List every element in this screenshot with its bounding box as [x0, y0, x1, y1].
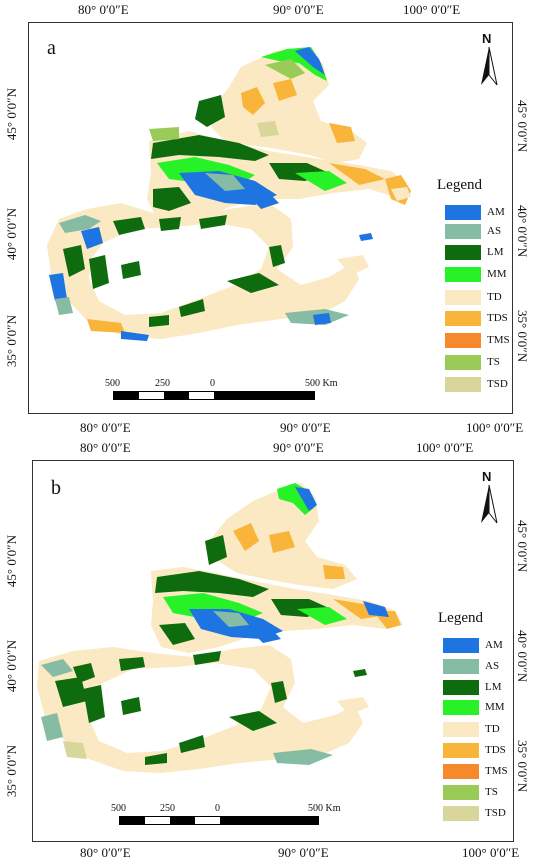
legend-item-tms-b: TMS — [443, 763, 508, 779]
lon-label-80-bottom-a: 80° 0′0″E — [80, 420, 131, 435]
legend-item-tms-a: TMS — [445, 332, 510, 348]
legend-item-as-b: AS — [443, 658, 499, 674]
scale-label-0-a: 0 — [210, 378, 215, 389]
xinjiang-vegetation-map-b — [37, 483, 403, 773]
scale-label-500-a: 500 — [105, 378, 120, 389]
scale-label-500km-a: 500 Km — [305, 378, 338, 389]
lon-label-100-top-b: 100° 0′0″E — [416, 440, 474, 455]
legend-swatch — [443, 637, 479, 653]
legend-swatch — [445, 289, 481, 305]
legend-item-td-b: TD — [443, 721, 500, 737]
scale-bar-a — [113, 391, 315, 400]
legend-swatch — [445, 223, 481, 239]
legend-item-lm-b: LM — [443, 679, 502, 695]
lat-label-40-right-a: 40° 0′0″N — [515, 205, 530, 258]
legend-item-as-a: AS — [445, 223, 501, 239]
lat-label-40-right-b: 40° 0′0″N — [515, 630, 530, 683]
scale-label-500km-b: 500 Km — [308, 803, 341, 814]
legend-item-tds-b: TDS — [443, 742, 506, 758]
scale-label-250-b: 250 — [160, 803, 175, 814]
legend-swatch — [445, 204, 481, 220]
north-label-b: N — [482, 469, 492, 484]
legend-swatch — [443, 805, 479, 821]
legend-item-am-b: AM — [443, 637, 503, 653]
legend-swatch — [445, 310, 481, 326]
legend-swatch — [445, 354, 481, 370]
panel-label-b: b — [51, 477, 61, 499]
lon-label-100-top-a: 100° 0′0″E — [403, 2, 461, 17]
lat-label-45-left-a: 45° 0′0″N — [4, 88, 19, 141]
legend-item-ts-b: TS — [443, 784, 498, 800]
legend-swatch — [443, 721, 479, 737]
lat-label-35-right-a: 35° 0′0″N — [515, 310, 530, 363]
legend-item-tds-a: TDS — [445, 310, 508, 326]
lon-label-80-top-a: 80° 0′0″E — [78, 2, 129, 17]
legend-swatch — [445, 266, 481, 282]
lon-label-90-top-a: 90° 0′0″E — [273, 2, 324, 17]
lat-label-45-right-a: 45° 0′0″N — [515, 100, 530, 153]
lon-label-80-top-b: 80° 0′0″E — [80, 440, 131, 455]
legend-item-mm-b: MM — [443, 699, 505, 715]
legend-title-b: Legend — [438, 610, 483, 626]
legend-swatch — [445, 332, 481, 348]
lat-label-35-left-a: 35° 0′0″N — [4, 315, 19, 368]
north-label-a: N — [482, 31, 492, 46]
lat-label-35-right-b: 35° 0′0″N — [515, 740, 530, 793]
legend-item-lm-a: LM — [445, 244, 504, 260]
map-frame-b: b — [32, 460, 514, 842]
legend-title-a: Legend — [437, 177, 482, 193]
legend-item-mm-a: MM — [445, 266, 507, 282]
panel-label-a: a — [47, 37, 56, 59]
north-arrow-icon-b — [481, 484, 498, 524]
north-arrow-icon-a — [481, 46, 498, 86]
lat-label-35-left-b: 35° 0′0″N — [4, 745, 19, 798]
lat-label-45-right-b: 45° 0′0″N — [515, 520, 530, 573]
lat-label-40-left-b: 40° 0′0″N — [4, 640, 19, 693]
map-frame-a: a — [28, 22, 513, 414]
lon-label-80-bottom-b: 80° 0′0″E — [80, 845, 131, 860]
legend-item-tsd-b: TSD — [443, 805, 506, 821]
legend-item-tsd-a: TSD — [445, 376, 508, 392]
lon-label-100-bottom-a: 100° 0′0″E — [466, 420, 524, 435]
lat-label-40-left-a: 40° 0′0″N — [4, 208, 19, 261]
xinjiang-vegetation-map-a — [47, 47, 411, 341]
legend-swatch — [443, 679, 479, 695]
lon-label-90-top-b: 90° 0′0″E — [273, 440, 324, 455]
lon-label-90-bottom-b: 90° 0′0″E — [278, 845, 329, 860]
lon-label-100-bottom-b: 100° 0′0″E — [462, 845, 520, 860]
scale-label-0-b: 0 — [215, 803, 220, 814]
legend-item-ts-a: TS — [445, 354, 500, 370]
legend-swatch — [443, 742, 479, 758]
lon-label-90-bottom-a: 90° 0′0″E — [280, 420, 331, 435]
legend-swatch — [445, 244, 481, 260]
legend-swatch — [443, 699, 479, 715]
legend-item-am-a: AM — [445, 204, 505, 220]
scale-label-250-a: 250 — [155, 378, 170, 389]
legend-swatch — [443, 658, 479, 674]
lat-label-45-left-b: 45° 0′0″N — [4, 535, 19, 588]
legend-swatch — [443, 763, 479, 779]
legend-swatch — [445, 376, 481, 392]
legend-item-td-a: TD — [445, 289, 502, 305]
scale-bar-b — [119, 816, 319, 825]
legend-swatch — [443, 784, 479, 800]
scale-label-500-b: 500 — [111, 803, 126, 814]
